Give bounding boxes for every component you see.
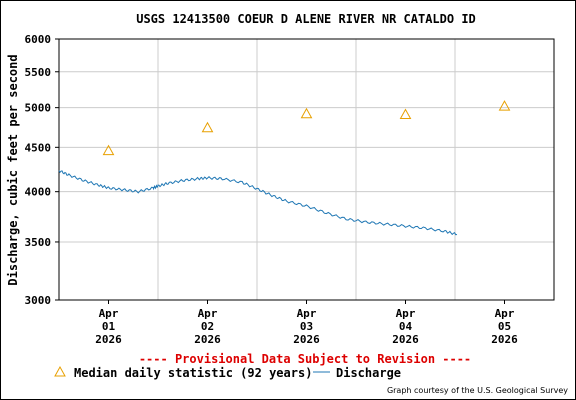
x-tick-label: 2026 [95, 333, 122, 346]
median-point [201, 121, 214, 133]
y-tick-label: 6000 [25, 33, 52, 46]
x-tick-label: Apr [297, 307, 317, 320]
x-tick-label: Apr [198, 307, 218, 320]
y-tick-label: 5500 [25, 66, 52, 79]
x-tick-label: 05 [498, 320, 511, 333]
plot-area [58, 38, 555, 301]
x-tick-label: 2026 [194, 333, 221, 346]
legend-label-median: Median daily statistic (92 years) [74, 366, 312, 380]
chart-title: USGS 12413500 COEUR D ALENE RIVER NR CAT… [136, 12, 476, 26]
median-point [300, 107, 313, 119]
y-tick-label: 5000 [25, 102, 52, 115]
y-axis-label: Discharge, cubic feet per second [6, 54, 20, 285]
median-point [399, 108, 412, 119]
series-layer [58, 100, 511, 236]
median-point [102, 144, 115, 156]
x-tick-label: Apr [495, 307, 515, 320]
legend-label-discharge: Discharge [336, 366, 401, 380]
x-tick-label: 01 [102, 320, 116, 333]
x-tick-label: 04 [399, 320, 413, 333]
x-tick-label: 2026 [392, 333, 419, 346]
x-tick-label: 02 [201, 320, 214, 333]
credit-text: Graph courtesy of the U.S. Geological Su… [387, 386, 568, 395]
x-tick-label: Apr [396, 307, 416, 320]
discharge-series-line [58, 170, 458, 236]
y-axis-ticks: 3000 3500 4000 4500 5000 5500 6000 [25, 33, 59, 307]
grid-lines [59, 39, 554, 300]
x-axis-ticks: Apr012026Apr022026Apr032026Apr042026Apr0… [95, 300, 518, 346]
median-point [498, 100, 511, 111]
legend: Median daily statistic (92 years) Discha… [54, 365, 401, 380]
y-tick-label: 3000 [25, 294, 52, 307]
x-tick-label: 2026 [491, 333, 518, 346]
legend-marker-triangle-icon [54, 365, 66, 377]
x-tick-label: Apr [99, 307, 119, 320]
provisional-notice: ---- Provisional Data Subject to Revisio… [139, 352, 471, 366]
x-tick-label: 2026 [293, 333, 320, 346]
y-tick-label: 3500 [25, 236, 52, 249]
y-tick-label: 4000 [25, 186, 52, 199]
y-tick-label: 4500 [25, 141, 52, 154]
x-tick-label: 03 [300, 320, 313, 333]
